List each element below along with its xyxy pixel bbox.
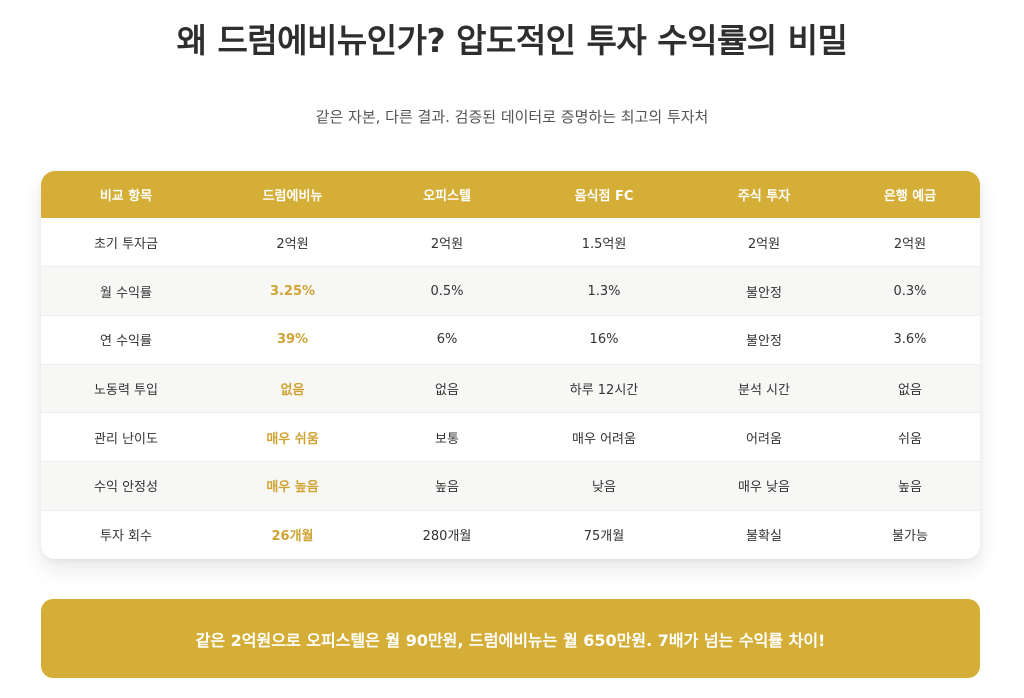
header-restaurant-fc: 음식점 FC: [574, 189, 634, 204]
cell-stock: 2억원: [747, 236, 781, 252]
cell-drum-avenue: 2억원: [276, 236, 309, 252]
cell-officetel: 0.5%: [374, 266, 520, 316]
cell-bank-deposit: 높음: [840, 460, 980, 511]
cell-bank-deposit: 0.3%: [840, 266, 980, 316]
cell-drum-avenue: 매우 높음: [211, 460, 374, 511]
cell-restaurant-fc: 75개월: [520, 509, 688, 559]
cell-drum-avenue: 26개월: [211, 509, 374, 559]
cell-stock: 분석 시간: [688, 363, 840, 413]
cell-officetel: 높음: [374, 460, 520, 511]
cell-officetel: 2억원: [430, 236, 464, 252]
row-label: 수익 안정성: [41, 460, 211, 511]
row-label: 연 수익률: [41, 314, 211, 365]
cell-drum-avenue: 매우 쉬움: [211, 412, 374, 462]
header-officetel: 오피스텔: [423, 189, 471, 204]
table-header-row: 비교 항목 드럼에비뉴 오피스텔 음식점 FC 주식 투자 은행 예금: [41, 171, 980, 218]
row-label: 초기 투자금: [94, 236, 158, 252]
table-row: 투자 회수 26개월 280개월 75개월 불확실 불가능: [41, 509, 980, 559]
cell-bank-deposit: 쉬움: [840, 412, 980, 462]
page-title: 왜 드럼에비뉴인가? 압도적인 투자 수익률의 비밀: [176, 21, 848, 60]
cell-bank-deposit: 3.6%: [840, 314, 980, 365]
cell-stock: 불확실: [688, 509, 840, 559]
cell-restaurant-fc: 매우 어려움: [520, 412, 688, 462]
header-drum-avenue: 드럼에비뉴: [262, 189, 323, 204]
cell-stock: 불안정: [688, 266, 840, 316]
row-label: 투자 회수: [41, 509, 211, 559]
header-compare-item: 비교 항목: [99, 189, 153, 204]
row-label: 월 수익률: [41, 266, 211, 316]
summary-banner: 같은 2억원으로 오피스텔은 월 90만원, 드럼에비뉴는 월 650만원. 7…: [41, 599, 980, 678]
table-row: 수익 안정성 매우 높음 높음 낮음 매우 낮음 높음: [41, 460, 980, 511]
table-row: 월 수익률 3.25% 0.5% 1.3% 불안정 0.3%: [41, 266, 980, 316]
cell-restaurant-fc: 낮음: [520, 460, 688, 511]
row-label: 노동력 투입: [41, 363, 211, 413]
table-row: 초기 투자금 2억원 2억원 1.5억원 2억원 2억원: [41, 218, 980, 267]
cell-restaurant-fc: 16%: [520, 314, 688, 365]
cell-officetel: 6%: [374, 314, 520, 365]
table-row: 연 수익률 39% 6% 16% 불안정 3.6%: [41, 314, 980, 365]
cell-bank-deposit: 2억원: [893, 236, 927, 252]
cell-stock: 불안정: [688, 314, 840, 365]
page-subtitle: 같은 자본, 다른 결과. 검증된 데이터로 증명하는 최고의 투자처: [315, 108, 709, 126]
summary-banner-text: 같은 2억원으로 오피스텔은 월 90만원, 드럼에비뉴는 월 650만원. 7…: [195, 630, 826, 650]
cell-officetel: 보통: [374, 412, 520, 462]
header-bank-deposit: 은행 예금: [883, 189, 937, 204]
cell-drum-avenue: 없음: [211, 363, 374, 413]
row-label: 관리 난이도: [41, 412, 211, 462]
cell-restaurant-fc: 1.5억원: [581, 236, 627, 252]
cell-drum-avenue: 39%: [211, 314, 374, 365]
cell-restaurant-fc: 1.3%: [520, 266, 688, 316]
cell-bank-deposit: 없음: [840, 363, 980, 413]
cell-stock: 매우 낮음: [688, 460, 840, 511]
comparison-table-card: 비교 항목 드럼에비뉴 오피스텔 음식점 FC 주식 투자 은행 예금 초기 투…: [41, 171, 980, 559]
cell-drum-avenue: 3.25%: [211, 266, 374, 316]
comparison-table: 비교 항목 드럼에비뉴 오피스텔 음식점 FC 주식 투자 은행 예금 초기 투…: [41, 171, 980, 559]
header-stock: 주식 투자: [737, 189, 791, 204]
cell-officetel: 280개월: [374, 509, 520, 559]
cell-bank-deposit: 불가능: [840, 509, 980, 559]
table-row: 관리 난이도 매우 쉬움 보통 매우 어려움 어려움 쉬움: [41, 412, 980, 462]
cell-officetel: 없음: [374, 363, 520, 413]
cell-stock: 어려움: [688, 412, 840, 462]
cell-restaurant-fc: 하루 12시간: [520, 363, 688, 413]
table-row: 노동력 투입 없음 없음 하루 12시간 분석 시간 없음: [41, 363, 980, 413]
